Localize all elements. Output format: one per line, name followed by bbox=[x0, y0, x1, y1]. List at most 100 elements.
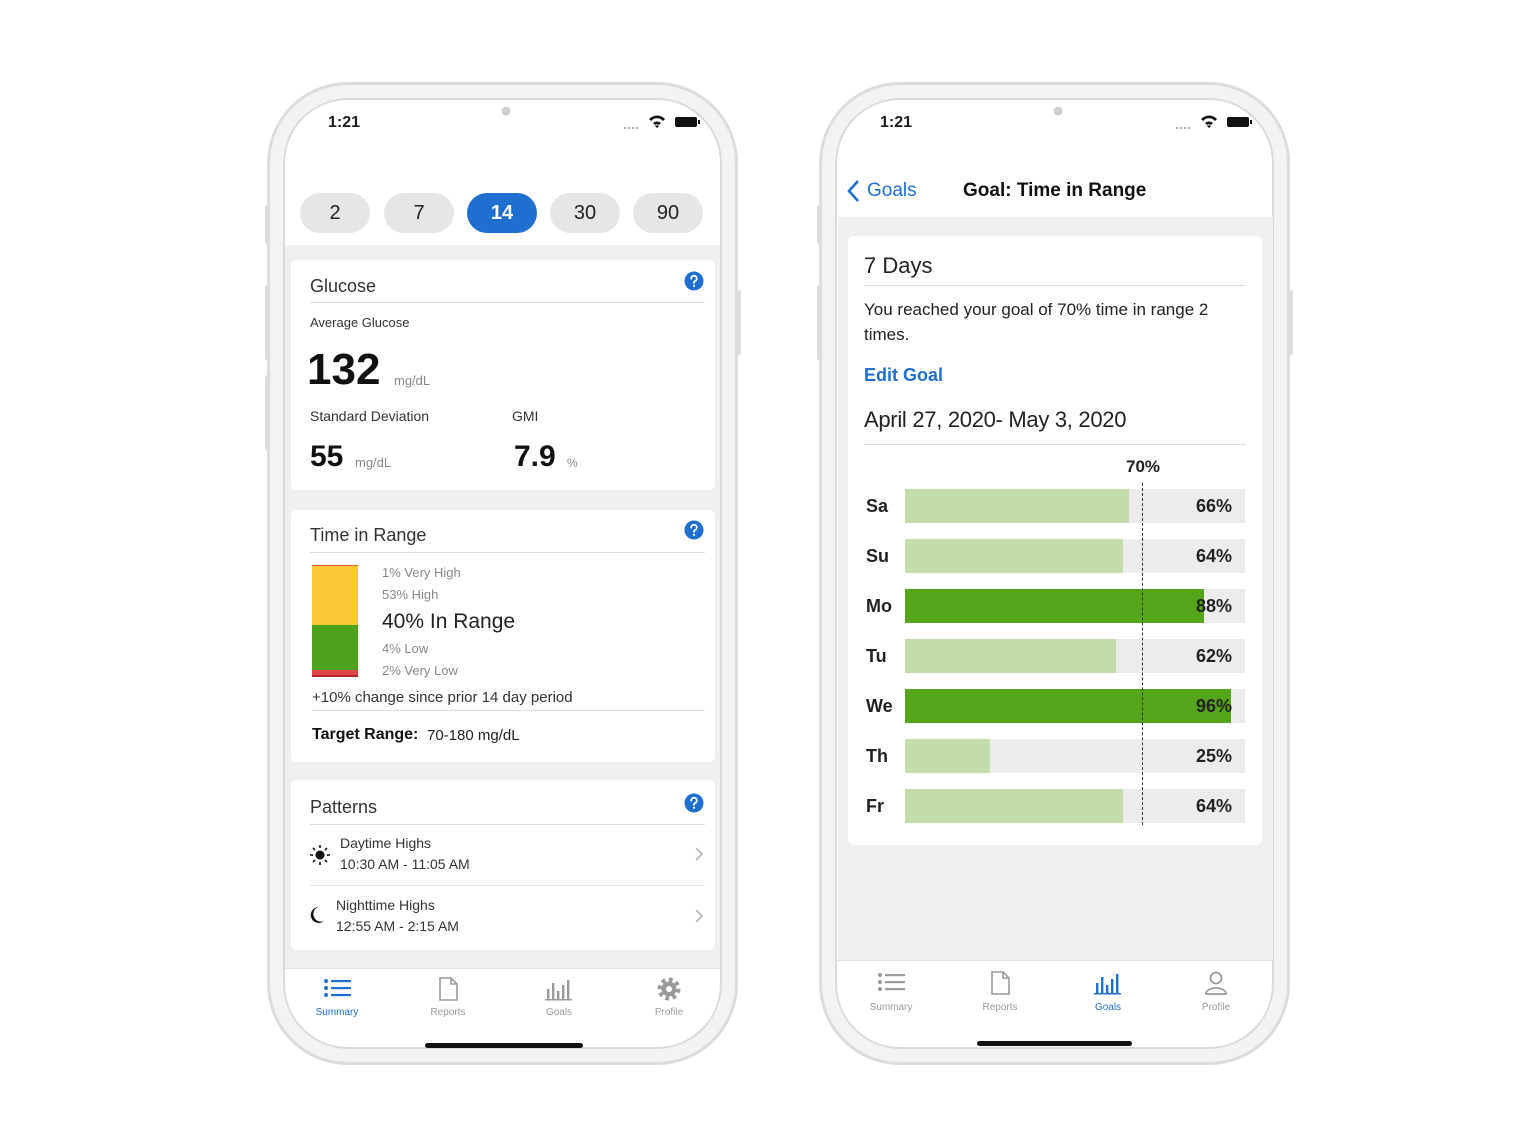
period-pill[interactable] bbox=[467, 193, 537, 233]
tab-icon[interactable] bbox=[323, 977, 351, 1001]
divider bbox=[312, 710, 705, 711]
tab-label[interactable]: Summary bbox=[315, 1006, 359, 1018]
pattern-title[interactable]: Nighttime Highs bbox=[336, 897, 435, 914]
range-segment bbox=[312, 566, 358, 626]
date-range: April 27, 2020- May 3, 2020 bbox=[864, 407, 1127, 433]
side-button bbox=[265, 375, 270, 450]
tab-icon[interactable] bbox=[1202, 971, 1230, 995]
pattern-time[interactable]: 10:30 AM - 11:05 AM bbox=[340, 856, 470, 873]
tab-bar bbox=[838, 960, 1273, 961]
day-label: Sa bbox=[866, 495, 889, 516]
back-button[interactable]: Goals bbox=[867, 180, 917, 202]
target-value: 70-180 mg/dL bbox=[427, 726, 520, 744]
period-pill[interactable] bbox=[550, 193, 620, 233]
period-pill[interactable] bbox=[300, 193, 370, 233]
tab-label[interactable]: Profile bbox=[1201, 1001, 1231, 1013]
day-label: Mo bbox=[866, 595, 892, 616]
tab-label[interactable]: Goals bbox=[545, 1006, 573, 1018]
side-button bbox=[736, 290, 741, 355]
side-button bbox=[817, 205, 822, 245]
value-label: 66% bbox=[1195, 495, 1232, 516]
side-button bbox=[1288, 290, 1293, 355]
tab-icon[interactable] bbox=[877, 971, 905, 995]
divider bbox=[864, 285, 1246, 286]
value-label: 88% bbox=[1195, 595, 1232, 616]
card-title: Time in Range bbox=[310, 524, 427, 545]
day-label: We bbox=[866, 695, 893, 716]
bar bbox=[905, 489, 1130, 523]
value-label: 64% bbox=[1195, 795, 1232, 816]
tab-label[interactable]: Goals bbox=[1094, 1001, 1122, 1013]
wifi-icon bbox=[649, 115, 665, 128]
range-label: 1% Very High bbox=[382, 564, 461, 580]
metric-value: 132 bbox=[307, 344, 381, 394]
pattern-time[interactable]: 12:55 AM - 2:15 AM bbox=[336, 918, 459, 935]
range-segment bbox=[312, 670, 358, 675]
battery-icon bbox=[1227, 117, 1252, 127]
chevron-icon[interactable] bbox=[695, 909, 704, 923]
period-pill[interactable] bbox=[633, 193, 703, 233]
period-pill[interactable] bbox=[384, 193, 454, 233]
bar bbox=[905, 739, 990, 773]
period-option[interactable]: 2 bbox=[329, 201, 341, 224]
bar bbox=[905, 689, 1232, 723]
range-label: 40% In Range bbox=[382, 609, 516, 633]
tab-label[interactable]: Summary bbox=[869, 1001, 913, 1013]
day-label: Su bbox=[866, 545, 890, 566]
metric-unit: mg/dL bbox=[394, 372, 431, 388]
tab-icon[interactable] bbox=[545, 977, 573, 1001]
home-indicator bbox=[977, 1041, 1132, 1046]
period-option[interactable]: 7 bbox=[413, 201, 425, 224]
side-button bbox=[265, 205, 270, 245]
goal-label: 70% bbox=[1125, 457, 1161, 477]
tab-label[interactable]: Reports bbox=[982, 1001, 1018, 1013]
chevron-icon[interactable] bbox=[695, 847, 704, 861]
moon-icon bbox=[310, 907, 324, 923]
edit-goal-link[interactable]: Edit Goal bbox=[864, 364, 944, 385]
pattern-title[interactable]: Daytime Highs bbox=[340, 835, 432, 852]
signal-icon bbox=[624, 127, 638, 129]
camera-dot bbox=[501, 106, 511, 116]
day-label: Th bbox=[866, 745, 888, 766]
sun-icon bbox=[310, 845, 330, 865]
day-label: Tu bbox=[866, 645, 887, 666]
value-label: 25% bbox=[1195, 745, 1232, 766]
divider bbox=[310, 552, 705, 553]
help-icon[interactable] bbox=[684, 271, 704, 291]
day-label: Fr bbox=[866, 795, 884, 816]
tab-icon[interactable] bbox=[655, 977, 683, 1001]
period-option[interactable]: 30 bbox=[573, 201, 597, 224]
card-title: Patterns bbox=[310, 796, 378, 817]
back-chevron[interactable] bbox=[847, 180, 859, 202]
range-segment bbox=[312, 565, 358, 567]
range-label: 53% High bbox=[382, 586, 439, 602]
metric-value: 55 bbox=[310, 440, 344, 474]
help-icon[interactable] bbox=[684, 793, 704, 813]
bar bbox=[905, 639, 1116, 673]
card-title: Glucose bbox=[310, 275, 377, 296]
tab-icon[interactable] bbox=[1094, 971, 1122, 995]
divider bbox=[310, 885, 705, 886]
signal-icon bbox=[1176, 127, 1190, 129]
period-option[interactable]: 90 bbox=[656, 201, 680, 224]
screen-title: Goal: Time in Range bbox=[963, 180, 1147, 202]
tab-label[interactable]: Reports bbox=[430, 1006, 466, 1018]
help-icon[interactable] bbox=[684, 520, 704, 540]
goal-line bbox=[1142, 483, 1143, 825]
bar bbox=[905, 789, 1123, 823]
bar bbox=[905, 539, 1123, 573]
range-label: 4% Low bbox=[382, 640, 429, 656]
tab-label[interactable]: Profile bbox=[654, 1006, 684, 1018]
tab-icon[interactable] bbox=[434, 977, 462, 1001]
period-option[interactable]: 14 bbox=[490, 201, 514, 224]
home-indicator bbox=[425, 1043, 583, 1048]
goal-message: You reached your goal of 70% time in ran… bbox=[864, 299, 1209, 344]
battery-icon bbox=[675, 117, 700, 127]
target-label: Target Range: bbox=[312, 726, 419, 744]
change-note: +10% change since prior 14 day period bbox=[312, 688, 573, 706]
patterns-card bbox=[291, 780, 715, 950]
tab-icon[interactable] bbox=[986, 971, 1014, 995]
glucose-card bbox=[291, 260, 715, 490]
value-label: 64% bbox=[1195, 545, 1232, 566]
